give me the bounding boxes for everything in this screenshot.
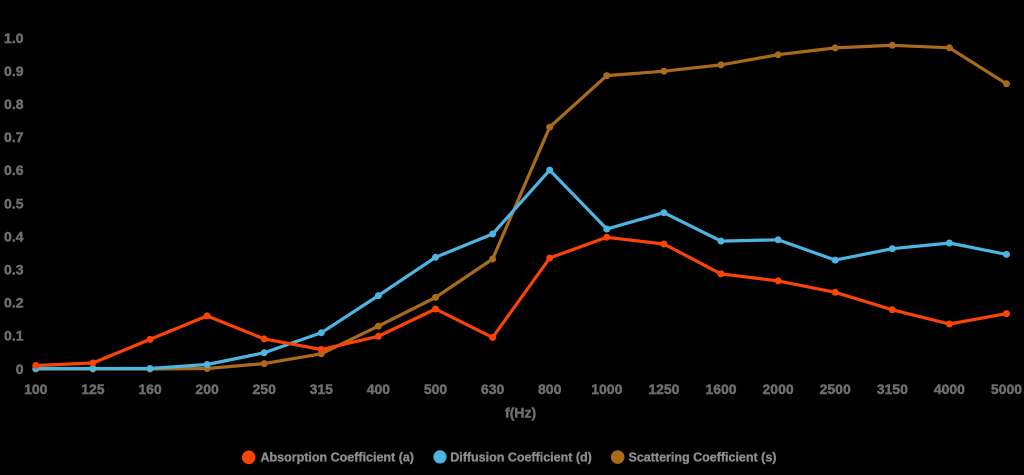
svg-text:315: 315	[310, 381, 334, 397]
svg-text:200: 200	[195, 381, 219, 397]
svg-text:0.2: 0.2	[4, 295, 24, 311]
svg-text:0.7: 0.7	[4, 129, 24, 145]
svg-text:160: 160	[138, 381, 162, 397]
svg-text:5000: 5000	[991, 381, 1022, 397]
svg-text:0.8: 0.8	[4, 96, 24, 112]
svg-text:0.5: 0.5	[4, 195, 24, 211]
svg-text:800: 800	[538, 381, 562, 397]
svg-text:630: 630	[481, 381, 505, 397]
svg-text:0.4: 0.4	[4, 228, 24, 244]
svg-text:1000: 1000	[591, 381, 622, 397]
svg-text:0.9: 0.9	[4, 63, 24, 79]
svg-text:0.6: 0.6	[4, 162, 24, 178]
svg-text:Diffusion Coefficient (d): Diffusion Coefficient (d)	[450, 451, 592, 465]
svg-text:125: 125	[81, 381, 105, 397]
svg-text:400: 400	[367, 381, 391, 397]
svg-text:3150: 3150	[877, 381, 908, 397]
svg-text:Absorption Coefficient (a): Absorption Coefficient (a)	[261, 451, 414, 465]
svg-text:0.3: 0.3	[4, 262, 24, 278]
svg-text:f(Hz): f(Hz)	[505, 405, 536, 421]
svg-text:0.1: 0.1	[4, 328, 24, 344]
svg-text:250: 250	[253, 381, 277, 397]
svg-text:2500: 2500	[820, 381, 851, 397]
svg-text:1.0: 1.0	[4, 30, 24, 46]
svg-text:1600: 1600	[705, 381, 736, 397]
svg-text:100: 100	[24, 381, 48, 397]
svg-text:0: 0	[16, 361, 24, 377]
svg-text:Scattering Coefficient (s): Scattering Coefficient (s)	[629, 451, 777, 465]
svg-text:1250: 1250	[648, 381, 679, 397]
svg-text:500: 500	[424, 381, 448, 397]
svg-text:2000: 2000	[763, 381, 794, 397]
svg-text:4000: 4000	[934, 381, 965, 397]
